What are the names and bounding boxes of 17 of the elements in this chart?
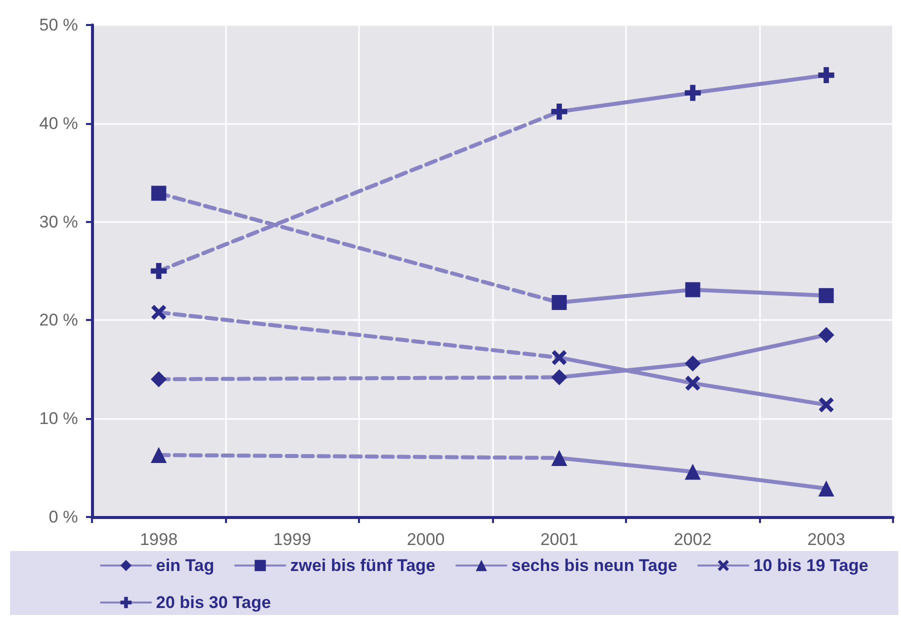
y-tick-label: 10 %	[39, 409, 78, 428]
x-tick-label: 2002	[674, 530, 712, 549]
legend-label: ein Tag	[156, 556, 214, 575]
y-tick-label: 0 %	[48, 508, 78, 526]
legend-label: sechs bis neun Tage	[511, 556, 678, 575]
x-tick-label: 1999	[273, 530, 312, 549]
y-tick-label: 40 %	[39, 114, 78, 133]
x-tick-label: 2001	[540, 530, 578, 549]
legend-label: 10 bis 19 Tage	[753, 556, 868, 575]
legend-label: zwei bis fünf Tage	[290, 556, 436, 575]
y-tick-label: 50 %	[39, 16, 78, 34]
x-tick-label: 2003	[807, 530, 846, 549]
x-tick-label: 1998	[140, 530, 178, 549]
y-tick-label: 30 %	[39, 212, 78, 232]
x-tick-label: 2000	[406, 530, 445, 549]
y-tick-label: 20 %	[39, 310, 78, 330]
legend-label: 20 bis 30 Tage	[156, 593, 271, 612]
